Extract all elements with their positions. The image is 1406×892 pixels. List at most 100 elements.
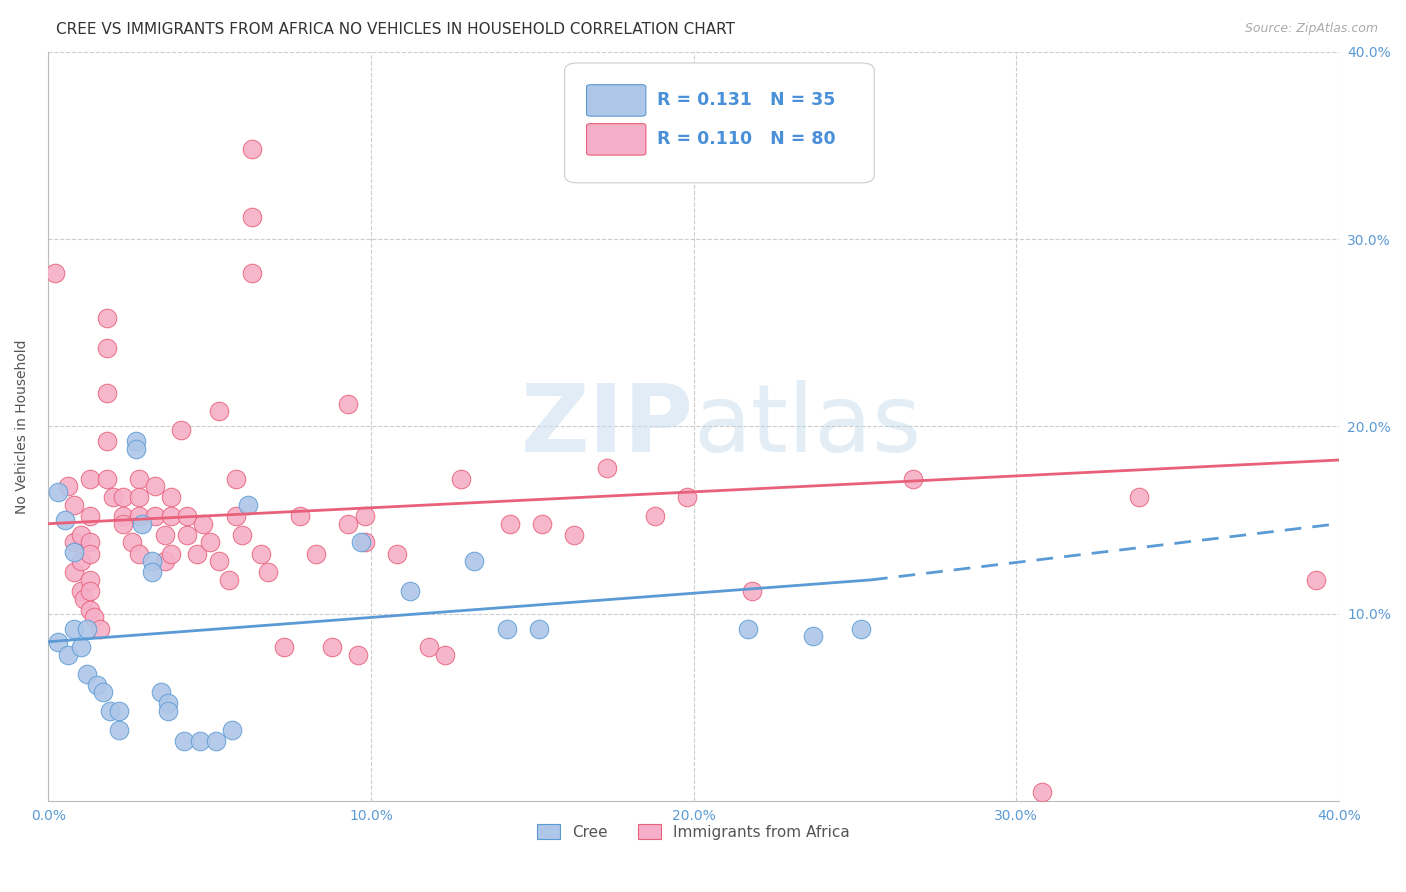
Point (176, 528, 198, 542)
Y-axis label: No Vehicles in Household: No Vehicles in Household (15, 339, 30, 514)
Point (193, 516, 215, 531)
FancyBboxPatch shape (565, 63, 875, 183)
Point (56, 479, 79, 493)
Point (69, 528, 91, 542)
Point (208, 554, 231, 568)
Point (63, 535, 86, 549)
Point (156, 697, 179, 711)
Point (79, 472, 101, 486)
Point (53, 513, 76, 527)
Point (225, 472, 247, 486)
Point (208, 404, 231, 418)
Point (562, 528, 585, 542)
Point (418, 640, 440, 655)
Point (240, 210, 263, 224)
Point (347, 648, 370, 662)
Point (231, 528, 253, 542)
Point (288, 509, 311, 524)
Point (96, 341, 118, 355)
Text: R = 0.131   N = 35: R = 0.131 N = 35 (658, 91, 835, 110)
Point (801, 629, 824, 643)
Point (46, 484, 69, 499)
Point (225, 509, 247, 524)
Point (238, 498, 260, 512)
Point (73, 591, 96, 606)
FancyBboxPatch shape (586, 124, 645, 155)
Point (499, 516, 522, 531)
Point (305, 547, 328, 561)
Point (156, 704, 179, 718)
Point (170, 423, 193, 437)
Point (205, 734, 228, 748)
Point (321, 640, 343, 655)
Point (153, 554, 176, 568)
Point (353, 535, 375, 549)
Point (353, 509, 375, 524)
Point (91, 685, 114, 699)
Point (108, 704, 131, 718)
Point (851, 622, 873, 636)
Point (111, 516, 134, 531)
Point (69, 584, 91, 599)
Point (86, 678, 108, 692)
Point (143, 479, 166, 493)
Point (530, 516, 553, 531)
Point (188, 734, 211, 748)
Point (198, 535, 221, 549)
Point (46, 634, 69, 648)
Point (173, 734, 195, 748)
Point (337, 516, 360, 531)
Point (160, 509, 183, 524)
Point (79, 573, 101, 587)
Point (737, 622, 759, 636)
Point (160, 491, 183, 505)
FancyBboxPatch shape (586, 85, 645, 116)
Point (111, 491, 134, 505)
Point (121, 535, 143, 549)
Point (128, 472, 150, 486)
Point (1128, 491, 1150, 505)
Text: Source: ZipAtlas.com: Source: ZipAtlas.com (1244, 22, 1378, 36)
Point (128, 547, 150, 561)
Point (240, 266, 263, 280)
Point (273, 640, 295, 655)
Point (1031, 784, 1053, 798)
Point (676, 491, 699, 505)
Point (111, 509, 134, 524)
Point (83, 610, 105, 624)
Text: CREE VS IMMIGRANTS FROM AFRICA NO VEHICLES IN HOUSEHOLD CORRELATION CHART: CREE VS IMMIGRANTS FROM AFRICA NO VEHICL… (56, 22, 735, 37)
Point (128, 509, 150, 524)
Point (256, 566, 278, 580)
Point (221, 723, 243, 737)
Point (63, 545, 86, 559)
Point (385, 547, 408, 561)
Point (63, 498, 86, 512)
Point (79, 509, 101, 524)
Point (128, 491, 150, 505)
Point (76, 622, 98, 636)
Point (79, 535, 101, 549)
Point (79, 584, 101, 599)
Point (69, 554, 91, 568)
Point (741, 584, 763, 599)
Point (63, 566, 86, 580)
Point (79, 547, 101, 561)
Point (96, 434, 118, 449)
Point (644, 509, 666, 524)
Point (96, 385, 118, 400)
Point (176, 509, 198, 524)
Point (1305, 573, 1327, 587)
Point (101, 491, 124, 505)
Point (69, 640, 91, 655)
Point (89, 622, 111, 636)
Point (44, 266, 66, 280)
Point (450, 472, 472, 486)
Point (901, 472, 924, 486)
Point (337, 397, 360, 411)
Point (150, 685, 173, 699)
Point (141, 554, 163, 568)
Point (124, 442, 146, 456)
Legend: Cree, Immigrants from Africa: Cree, Immigrants from Africa (531, 818, 856, 846)
Point (131, 516, 153, 531)
Point (141, 566, 163, 580)
